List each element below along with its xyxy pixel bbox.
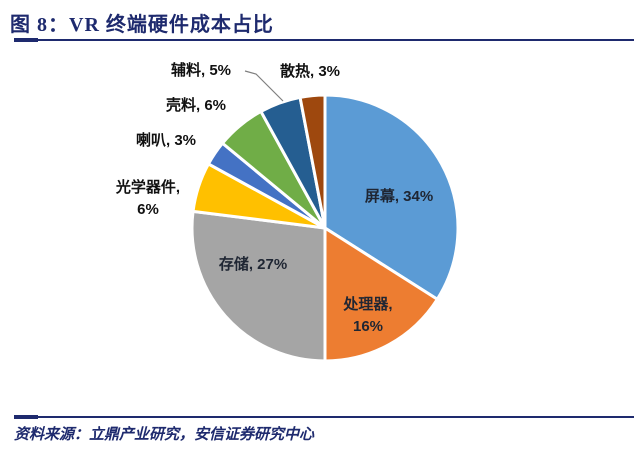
- slice-label-screen: 屏幕, 34%: [364, 188, 434, 205]
- source-note: 资料来源：立鼎产业研究，安信证券研究中心: [14, 427, 315, 443]
- slice-label-processor: 处理器, 16%: [343, 296, 393, 335]
- footer-divider-line: [14, 416, 634, 418]
- slice-label-auxiliary-materials: 辅料, 5%: [170, 62, 232, 79]
- auxiliary-materials-leader-line: [244, 70, 284, 102]
- pie-slice-cooling: [298, 93, 327, 230]
- slice-label-speaker: 喇叭, 3%: [135, 132, 197, 149]
- pie-slice-processor: [323, 226, 439, 363]
- title-divider-line: [14, 39, 634, 41]
- figure-title: 图 8：VR 终端硬件成本占比: [10, 14, 274, 36]
- slice-label-storage: 存储, 27%: [218, 256, 288, 273]
- pie-slice-storage: [190, 209, 327, 363]
- footer-divider-tick: [14, 415, 38, 419]
- slice-label-casing: 壳料, 6%: [165, 97, 227, 114]
- title-divider-tick: [14, 38, 38, 42]
- slice-label-cooling: 散热, 3%: [279, 63, 341, 80]
- slice-label-optical-components: 光学器件, 6%: [115, 179, 181, 218]
